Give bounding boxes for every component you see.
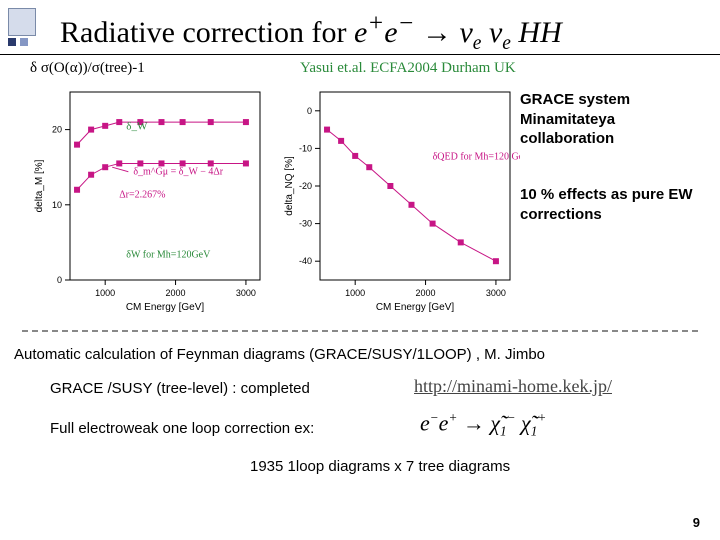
url-link[interactable]: http://minami-home.kek.jp/ [414,376,612,397]
svg-text:-40: -40 [299,256,312,266]
subtitle: δ σ(O(α))/σ(tree)-1 [30,60,145,77]
chart-right: 1000 2000 3000 -40 -30 -20 -10 0 CM Energy [GeV]… [280,82,520,314]
text-autocalc: Automatic calculation of Feynman diagram… [14,346,545,363]
credit-text: Yasui et.al. ECFA2004 Durham UK [300,60,516,77]
text-grace-susy: GRACE /SUSY (tree-level) : completed [50,380,310,397]
slide: Radiative correction for e+e− → νe νe HH… [0,0,720,540]
svg-text:delta_NQ [%]: delta_NQ [%] [284,156,295,216]
note-effects: 10 % effects as pure EW corrections [520,185,710,224]
svg-text:CM Energy [GeV]: CM Energy [GeV] [126,302,205,313]
svg-text:δW for Mh=120GeV: δW for Mh=120GeV [126,249,211,260]
svg-text:2000: 2000 [416,288,436,298]
svg-text:δ_m^Gμ = δ_W − 4Δr: δ_m^Gμ = δ_W − 4Δr [133,167,223,178]
svg-text:-10: -10 [299,143,312,153]
svg-text:δQED for Mh=120 GeV: δQED for Mh=120 GeV [433,152,520,163]
svg-text:0: 0 [57,275,62,285]
text-ew-loop: Full electroweak one loop correction ex: [50,420,314,437]
note-grace: GRACE system Minamitateya collaboration [520,90,700,149]
svg-text:3000: 3000 [486,288,506,298]
svg-text:1000: 1000 [95,288,115,298]
svg-text:20: 20 [52,125,62,135]
chart-left: 1000 2000 3000 0 10 20 CM Energy [GeV] delta_M … [30,82,270,314]
title-rule [0,54,720,55]
page-number: 9 [693,515,700,530]
slide-title: Radiative correction for e+e− → νe νe HH [60,10,700,55]
svg-text:-20: -20 [299,181,312,191]
divider-dashed [22,330,698,332]
title-math: e+e− → νe νe HH [354,16,562,49]
svg-text:CM Energy [GeV]: CM Energy [GeV] [376,302,455,313]
charts-row: 1000 2000 3000 0 10 20 CM Energy [GeV] delta_M … [30,82,520,314]
text-diagram-count: 1935 1loop diagrams x 7 tree diagrams [250,458,510,475]
svg-text:3000: 3000 [236,288,256,298]
svg-text:Δr=2.267%: Δr=2.267% [119,189,165,200]
title-text: Radiative correction for [60,16,354,49]
svg-text:-30: -30 [299,219,312,229]
svg-text:2000: 2000 [166,288,186,298]
formula: e−e+ → χ̃1− χ̃1+ [420,410,546,440]
svg-text:delta_M [%]: delta_M [%] [34,159,45,212]
svg-text:1000: 1000 [345,288,365,298]
svg-text:δ_W: δ_W [126,121,148,133]
svg-text:0: 0 [307,106,312,116]
svg-text:10: 10 [52,200,62,210]
